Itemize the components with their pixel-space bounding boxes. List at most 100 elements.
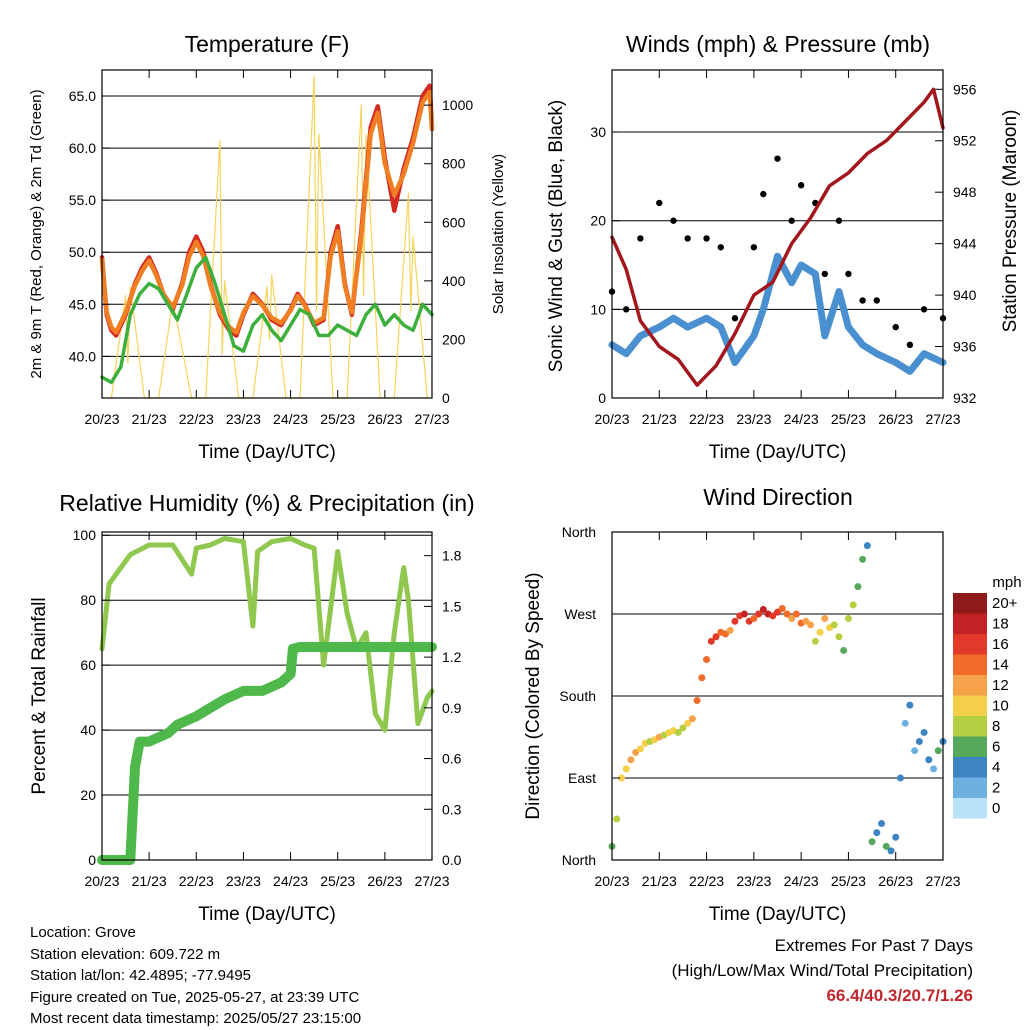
y2-axis-tick-label: 0.0 bbox=[442, 852, 462, 868]
y2-axis-tick-label: 400 bbox=[442, 273, 466, 289]
y2-axis-tick-label: 0.6 bbox=[442, 751, 462, 767]
y-axis-tick-label: 100 bbox=[73, 527, 97, 543]
gust-point bbox=[835, 217, 843, 224]
y-axis-tick-label: 40.0 bbox=[69, 348, 96, 364]
legend-label: 4 bbox=[992, 759, 1000, 776]
x-tick-label: 26/23 bbox=[878, 873, 913, 889]
legend-label: 6 bbox=[992, 739, 1000, 756]
y-axis-tick-label: South bbox=[559, 688, 596, 704]
x-tick-label: 21/23 bbox=[132, 873, 167, 889]
direction-point bbox=[783, 610, 791, 618]
x-tick-label: 22/23 bbox=[689, 411, 724, 427]
series-wind bbox=[608, 252, 947, 375]
gust-point bbox=[845, 270, 852, 278]
y-axis-tick-label: East bbox=[568, 770, 596, 786]
x-tick-label: 25/23 bbox=[320, 873, 355, 889]
direction-point bbox=[769, 612, 777, 620]
y-axis-tick-label: 0 bbox=[598, 390, 606, 406]
y-axis-tick-label: 45.0 bbox=[69, 296, 96, 312]
x-tick-label: 22/23 bbox=[179, 873, 214, 889]
direction-point bbox=[830, 621, 838, 629]
y-axis-tick-label: 10 bbox=[590, 301, 606, 317]
gust-point bbox=[750, 244, 758, 251]
y-axis-tick-label: 50.0 bbox=[69, 244, 96, 260]
direction-point bbox=[882, 842, 890, 850]
series-t9m bbox=[99, 89, 435, 335]
legend-label: 12 bbox=[992, 677, 1009, 694]
direction-point bbox=[925, 756, 933, 764]
gust-point bbox=[797, 182, 805, 189]
direction-point bbox=[755, 610, 763, 618]
direction-point bbox=[854, 583, 862, 591]
y2-axis-tick-label: 0.9 bbox=[442, 700, 462, 716]
legend-swatch bbox=[953, 613, 987, 634]
y-axis-tick-label: 0 bbox=[88, 852, 96, 868]
direction-point bbox=[684, 719, 692, 727]
gust-point bbox=[906, 341, 914, 349]
direction-point bbox=[816, 628, 824, 636]
direction-point bbox=[863, 542, 871, 550]
x-tick-label: 27/23 bbox=[414, 411, 449, 427]
location-text: Location: Grove bbox=[30, 924, 136, 941]
legend-swatch bbox=[953, 634, 987, 655]
direction-point bbox=[920, 728, 928, 736]
x-tick-label: 21/23 bbox=[642, 411, 677, 427]
series-gust bbox=[608, 155, 947, 349]
x-tick-label: 20/23 bbox=[84, 411, 119, 427]
direction-point bbox=[811, 637, 819, 645]
x-tick-label: 24/23 bbox=[273, 873, 308, 889]
y-axis-tick-label: 60 bbox=[80, 657, 96, 673]
y-axis-tick-label: North bbox=[562, 852, 596, 868]
direction-point bbox=[849, 601, 857, 609]
gust-point bbox=[774, 155, 781, 162]
chart-title: Temperature (F) bbox=[185, 31, 350, 57]
gust-point bbox=[717, 244, 724, 251]
y2-axis-tick-label: 952 bbox=[953, 133, 977, 149]
chart-title: Wind Direction bbox=[703, 484, 853, 510]
plot-border bbox=[101, 69, 433, 399]
chart-title: Relative Humidity (%) & Precipitation (i… bbox=[59, 490, 474, 516]
x-tick-label: 20/23 bbox=[84, 873, 119, 889]
x-tick-label: 23/23 bbox=[226, 411, 261, 427]
direction-point bbox=[622, 765, 630, 773]
y2-axis-tick-label: 1.5 bbox=[442, 598, 462, 614]
legend-title: mph bbox=[992, 574, 1021, 591]
x-tick-label: 26/23 bbox=[878, 411, 913, 427]
direction-point bbox=[726, 626, 734, 634]
x-tick-label: 20/23 bbox=[594, 873, 629, 889]
y2-axis-tick-label: 1.8 bbox=[442, 548, 462, 564]
gust-point bbox=[637, 235, 644, 242]
gust-point bbox=[760, 190, 767, 198]
x-tick-label: 25/23 bbox=[831, 411, 866, 427]
direction-point bbox=[627, 756, 635, 764]
direction-point bbox=[636, 745, 644, 753]
x-axis-label: Time (Day/UTC) bbox=[709, 442, 847, 463]
direction-point bbox=[859, 555, 867, 563]
extremes-subtitle: (High/Low/Max Wind/Total Precipitation) bbox=[671, 961, 973, 980]
y-axis-tick-label: 40 bbox=[80, 722, 96, 738]
legend-swatch bbox=[953, 695, 987, 716]
latlon-text: Station lat/lon: 42.4895; -77.9495 bbox=[30, 967, 252, 984]
legend-label: 2 bbox=[992, 780, 1000, 797]
y2-axis-tick-label: 800 bbox=[442, 156, 466, 172]
y2-axis-tick-label: 936 bbox=[953, 339, 977, 355]
x-tick-label: 21/23 bbox=[642, 873, 677, 889]
x-tick-label: 26/23 bbox=[367, 411, 402, 427]
direction-point bbox=[613, 815, 621, 823]
direction-point bbox=[930, 765, 938, 773]
x-tick-label: 20/23 bbox=[594, 411, 629, 427]
direction-point bbox=[887, 847, 895, 855]
x-tick-label: 27/23 bbox=[414, 873, 449, 889]
created-text: Figure created on Tue, 2025-05-27, at 23… bbox=[30, 988, 360, 1006]
y2-axis-tick-label: 940 bbox=[953, 287, 977, 303]
y2-axis-tick-label: 200 bbox=[442, 331, 466, 347]
series-rh bbox=[99, 536, 435, 733]
y2-axis-tick-label: 944 bbox=[953, 236, 977, 252]
y-axis-tick-label: 20 bbox=[80, 787, 96, 803]
direction-point bbox=[774, 608, 781, 616]
direction-point bbox=[915, 738, 923, 746]
x-tick-label: 23/23 bbox=[226, 873, 261, 889]
series-precip bbox=[97, 642, 437, 865]
direction-point bbox=[896, 774, 904, 782]
